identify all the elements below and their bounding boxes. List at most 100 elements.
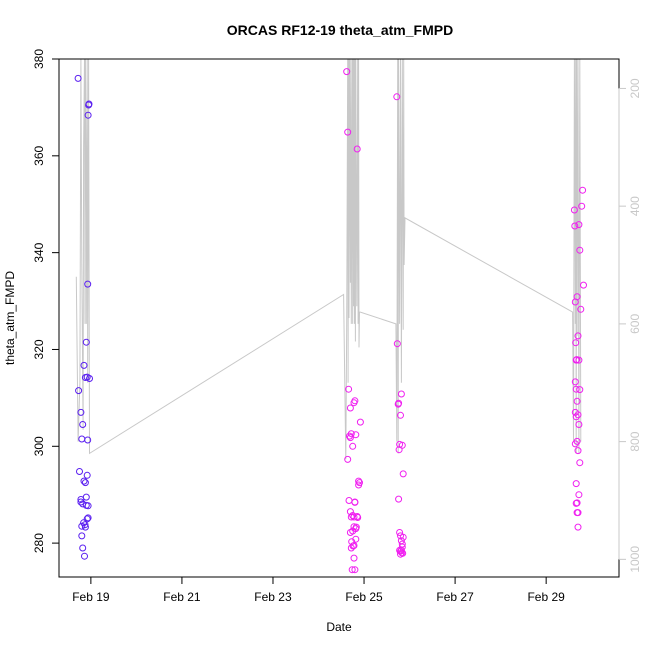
data-point <box>347 430 355 438</box>
x-axis: Feb 19 Feb 21 Feb 23 Feb 25 Feb 27 Feb 29 <box>72 576 565 604</box>
y-axis-left: 280 300 320 340 360 380 <box>32 49 60 553</box>
data-point <box>78 435 86 443</box>
data-point <box>350 513 358 521</box>
chart-title: ORCAS RF12-19 theta_atm_FMPD <box>227 22 453 38</box>
data-point <box>571 378 579 386</box>
data-point <box>79 544 87 552</box>
data-point <box>575 221 583 229</box>
data-point <box>572 339 580 347</box>
x-axis-title: Date <box>326 620 352 634</box>
x-tick-label: Feb 19 <box>72 590 110 604</box>
y-tick-label: 300 <box>32 436 46 456</box>
data-point <box>343 68 351 76</box>
data-point <box>356 418 364 426</box>
data-point <box>350 554 358 562</box>
data-point <box>579 186 587 194</box>
data-point <box>571 222 579 230</box>
data-point <box>345 497 353 504</box>
data-point <box>85 100 93 108</box>
data-point <box>82 338 90 346</box>
data-point <box>84 111 92 119</box>
data-point <box>354 514 362 521</box>
data-point <box>86 375 93 382</box>
data-point <box>76 468 83 475</box>
data-point <box>393 93 401 101</box>
y-tick-label: 280 <box>32 533 46 553</box>
y-tick-label: 340 <box>32 242 46 262</box>
data-point <box>81 552 88 560</box>
data-point <box>574 447 582 455</box>
x-tick-label: Feb 21 <box>163 590 201 604</box>
data-point <box>344 128 352 136</box>
data-point <box>395 495 403 503</box>
data-point <box>397 390 405 398</box>
x-tick-label: Feb 25 <box>345 590 383 604</box>
data-point <box>573 397 581 405</box>
data-point <box>346 434 354 442</box>
data-point <box>77 496 85 503</box>
data-point <box>78 532 86 540</box>
data-point <box>575 356 583 364</box>
data-point <box>397 411 404 419</box>
data-point <box>348 566 356 574</box>
data-point <box>395 399 403 407</box>
data-point <box>353 145 361 153</box>
right-tick-label: 200 <box>628 78 642 98</box>
data-point <box>352 431 360 439</box>
data-point <box>580 281 587 289</box>
data-point <box>346 404 354 412</box>
data-point <box>397 547 404 555</box>
data-point <box>84 514 92 522</box>
x-tick-label: Feb 29 <box>527 590 565 604</box>
data-point <box>575 421 583 428</box>
data-point <box>397 546 405 554</box>
x-tick-label: Feb 23 <box>254 590 292 604</box>
data-point <box>578 202 586 210</box>
data-point <box>352 525 360 533</box>
data-point <box>574 523 582 531</box>
data-point <box>399 533 407 541</box>
data-point <box>397 550 404 558</box>
data-point <box>84 436 92 444</box>
data-point <box>75 387 83 395</box>
data-point <box>574 332 582 340</box>
data-point <box>80 477 88 485</box>
data-point <box>575 491 583 499</box>
data-point <box>576 246 584 254</box>
data-point <box>355 481 363 489</box>
data-point <box>573 509 581 517</box>
data-point <box>573 293 581 301</box>
data-point <box>351 498 359 506</box>
data-point <box>74 74 82 82</box>
data-point <box>79 421 87 428</box>
data-point <box>572 385 580 393</box>
data-point <box>393 340 401 348</box>
data-point <box>355 477 363 485</box>
data-point <box>571 408 579 416</box>
data-point <box>81 523 89 531</box>
data-point <box>349 442 357 450</box>
right-tick-label: 800 <box>628 431 642 451</box>
data-point <box>77 498 85 506</box>
data-point <box>81 521 89 529</box>
right-tick-label: 400 <box>628 196 642 216</box>
data-point <box>84 280 92 288</box>
right-tick-label: 600 <box>628 314 642 334</box>
data-point <box>351 566 359 574</box>
data-point <box>577 305 585 313</box>
data-point <box>344 455 352 463</box>
pressure-line <box>75 58 582 460</box>
data-point <box>398 441 406 449</box>
data-point <box>398 543 406 551</box>
data-point <box>571 440 579 448</box>
data-point <box>80 361 88 369</box>
data-point <box>572 413 580 421</box>
data-point <box>576 386 584 394</box>
data-point <box>78 522 86 530</box>
data-point <box>576 459 584 467</box>
data-points-layer <box>74 68 587 574</box>
y-tick-label: 360 <box>32 145 46 165</box>
data-point <box>399 470 407 478</box>
data-point <box>572 480 580 488</box>
